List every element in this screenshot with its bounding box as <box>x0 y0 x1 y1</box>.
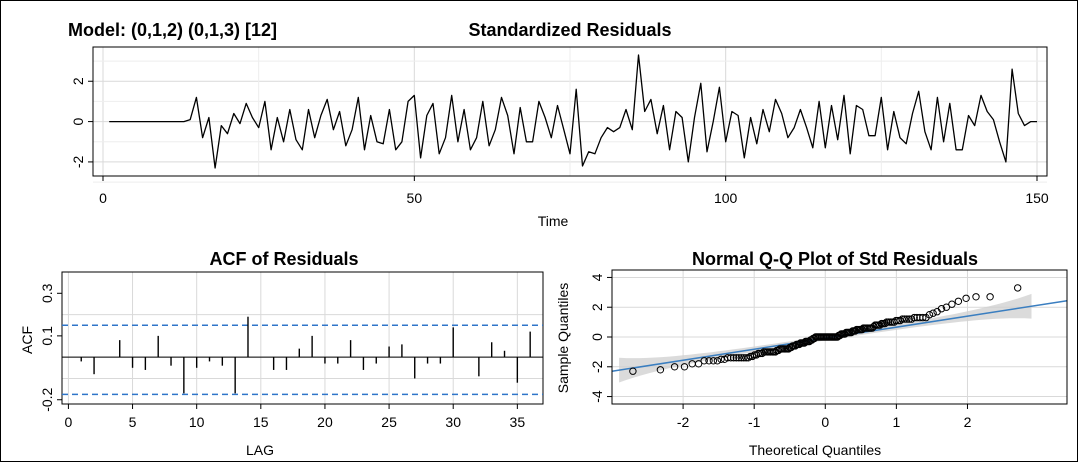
acf-x-tick-label: 10 <box>189 414 205 430</box>
qq-point <box>758 349 766 358</box>
qq-point <box>700 357 708 365</box>
residuals-y-tick-label: -2 <box>70 155 86 168</box>
qq-point <box>913 313 921 322</box>
residuals-x-tick-label: 150 <box>1025 190 1049 206</box>
qq-point <box>694 360 703 368</box>
qq-panel: Normal Q-Q Plot of Std Residuals Theoret… <box>555 249 1068 458</box>
residuals-title: Standardized Residuals <box>468 20 671 40</box>
qq-point <box>729 354 738 362</box>
acf-ylabel: ACF <box>19 326 35 354</box>
acf-x-tick-label: 35 <box>510 414 526 430</box>
residuals-x-tick-label: 50 <box>407 190 423 206</box>
qq-point <box>937 305 946 313</box>
qq-point <box>929 309 937 317</box>
acf-title: ACF of Residuals <box>209 249 358 269</box>
acf-xlabel: LAG <box>246 442 274 458</box>
acf-x-tick-label: 15 <box>253 414 269 430</box>
residuals-y-tick-label: 0 <box>70 117 86 125</box>
qq-point <box>670 363 679 371</box>
residuals-y-tick-label: 2 <box>70 77 86 85</box>
qq-y-tick-label: 0 <box>589 333 605 341</box>
residuals-plot-frame <box>92 46 1048 177</box>
qq-point <box>905 315 913 323</box>
qq-y-tick-label: 2 <box>589 303 605 311</box>
qq-point <box>954 297 963 305</box>
acf-x-tick-label: 30 <box>445 414 461 430</box>
qq-x-tick-label: -1 <box>748 414 761 430</box>
qq-point <box>656 366 665 374</box>
qq-point <box>744 354 752 362</box>
model-label: Model: (0,1,2) (0,1,3) [12] <box>68 20 277 40</box>
qq-point <box>896 316 904 325</box>
qq-point <box>903 315 911 323</box>
residuals-panel: Standardized Residuals Time 0 50 100 150 -2 0… <box>70 20 1049 229</box>
qq-x-tick-label: -2 <box>677 414 690 430</box>
qq-point <box>754 349 763 358</box>
qq-point <box>881 319 889 328</box>
qq-point <box>709 357 718 365</box>
qq-point <box>717 355 725 363</box>
residuals-x-tick-label: 100 <box>714 190 738 206</box>
acf-y-tick-label: -0.2 <box>39 387 55 411</box>
qq-point <box>910 313 918 322</box>
qq-point <box>948 300 956 308</box>
qq-point <box>972 293 980 301</box>
qq-point <box>876 321 884 329</box>
acf-x-tick-label: 5 <box>129 414 137 430</box>
qq-point <box>986 293 994 301</box>
qq-y-tick-label: -4 <box>589 390 605 403</box>
acf-x-tick-label: 0 <box>65 414 73 430</box>
qq-point <box>748 352 757 361</box>
qq-point <box>919 313 927 322</box>
qq-point <box>732 354 740 362</box>
qq-point <box>1014 284 1022 292</box>
qq-x-tick-label: 2 <box>964 414 972 430</box>
qq-y-tick-label: -2 <box>589 360 605 373</box>
qq-ylabel: Sample Quantiles <box>555 283 571 394</box>
residuals-x-tick-label: 0 <box>99 190 107 206</box>
qq-point <box>925 311 934 319</box>
qq-point <box>713 357 722 365</box>
acf-plot-frame <box>61 271 544 405</box>
qq-point <box>942 303 951 311</box>
qq-y-tick-label: 4 <box>589 273 605 281</box>
residuals-series-line <box>109 54 1037 169</box>
qq-point <box>705 357 713 365</box>
qq-point <box>724 354 732 362</box>
qq-point <box>735 354 743 362</box>
acf-x-tick-label: 25 <box>381 414 397 430</box>
qq-xlabel: Theoretical Quantiles <box>749 442 881 458</box>
qq-point <box>962 294 970 302</box>
qq-x-tick-label: 1 <box>892 414 900 430</box>
qq-point <box>900 315 909 323</box>
acf-x-tick-label: 20 <box>317 414 333 430</box>
acf-y-tick-label: 0.1 <box>39 326 55 346</box>
qq-point <box>680 363 689 371</box>
qq-x-tick-label: 0 <box>821 414 829 430</box>
acf-y-tick-label: 0.3 <box>39 283 55 303</box>
qq-title: Normal Q-Q Plot of Std Residuals <box>692 249 978 269</box>
qq-point <box>898 315 906 323</box>
residuals-xlabel: Time <box>538 213 569 229</box>
qq-point <box>629 367 637 375</box>
acf-panel: ACF of Residuals LAG ACF 0 5 10 15 20 25 30 35 -… <box>19 249 544 458</box>
qq-point <box>727 354 735 362</box>
